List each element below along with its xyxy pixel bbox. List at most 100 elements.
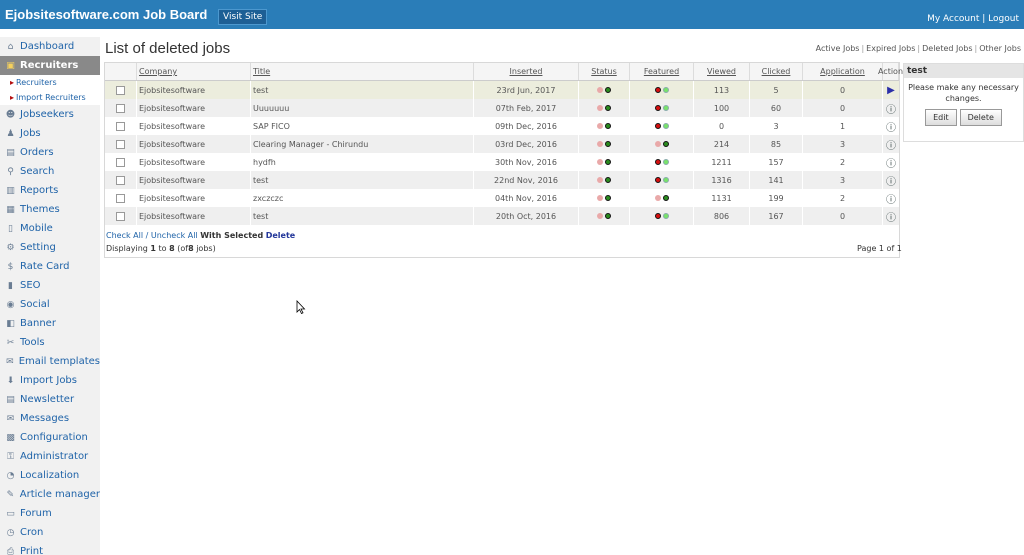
row-checkbox[interactable] <box>116 157 125 167</box>
sidebar-item-orders[interactable]: ▤ Orders <box>0 143 100 162</box>
title-cell[interactable]: SAP FICO <box>251 117 474 135</box>
featured-toggle[interactable] <box>654 194 670 203</box>
sidebar-item-jobseekers[interactable]: ☻ Jobseekers <box>0 105 100 124</box>
sidebar-item-tools[interactable]: ✂ Tools <box>0 333 100 352</box>
status-inactive-dot-icon[interactable] <box>597 122 603 129</box>
status-inactive-dot-icon[interactable] <box>597 140 603 147</box>
edit-button[interactable]: Edit <box>925 109 957 126</box>
check-all-link[interactable]: Check All <box>106 231 144 240</box>
status-toggle[interactable] <box>596 122 612 131</box>
info-icon[interactable]: ⓘ <box>886 212 896 224</box>
sidebar-item-print[interactable]: ⎙ Print <box>0 542 100 555</box>
submenu-item-import-recruiters[interactable]: Import Recruiters <box>0 90 100 105</box>
status-active-dot-icon[interactable] <box>605 194 611 201</box>
submenu-item-recruiters[interactable]: Recruiters <box>0 75 100 90</box>
featured-off-dot-icon[interactable] <box>654 122 661 129</box>
sidebar-item-mobile[interactable]: ▯ Mobile <box>0 219 100 238</box>
status-inactive-dot-icon[interactable] <box>597 194 603 201</box>
filter-link-deleted-jobs[interactable]: Deleted Jobs <box>922 44 973 53</box>
sidebar-item-social[interactable]: ◉ Social <box>0 295 100 314</box>
title-cell[interactable]: test <box>251 207 474 225</box>
info-icon[interactable]: ⓘ <box>886 158 896 170</box>
featured-on-dot-icon[interactable] <box>662 176 669 183</box>
sidebar-item-rate-card[interactable]: $ Rate Card <box>0 257 100 276</box>
sidebar-item-messages[interactable]: ✉ Messages <box>0 409 100 428</box>
status-inactive-dot-icon[interactable] <box>597 86 603 93</box>
sidebar-item-import-jobs[interactable]: ⬇ Import Jobs <box>0 371 100 390</box>
sidebar-item-email-templates[interactable]: ✉ Email templates <box>0 352 100 371</box>
title-cell[interactable]: test <box>251 171 474 189</box>
row-checkbox[interactable] <box>116 211 125 221</box>
title-cell[interactable]: Uuuuuuu <box>251 99 474 117</box>
status-active-dot-icon[interactable] <box>605 86 611 93</box>
featured-off-dot-icon[interactable] <box>654 104 661 111</box>
featured-on-dot-icon[interactable] <box>662 212 669 219</box>
status-active-dot-icon[interactable] <box>605 176 611 183</box>
sidebar-item-forum[interactable]: ▭ Forum <box>0 504 100 523</box>
status-inactive-dot-icon[interactable] <box>597 212 603 219</box>
row-checkbox[interactable] <box>116 103 125 113</box>
sidebar-item-setting[interactable]: ⚙ Setting <box>0 238 100 257</box>
featured-toggle[interactable] <box>654 86 670 95</box>
header-company[interactable]: Company <box>137 63 251 80</box>
header-title[interactable]: Title <box>251 63 474 80</box>
status-inactive-dot-icon[interactable] <box>597 158 603 165</box>
status-active-dot-icon[interactable] <box>605 122 611 129</box>
status-active-dot-icon[interactable] <box>605 158 611 165</box>
featured-off-dot-icon[interactable] <box>654 194 661 201</box>
featured-on-dot-icon[interactable] <box>662 122 669 129</box>
table-row[interactable]: Ejobsitesoftware test 22nd Nov, 2016 1316 14… <box>105 171 899 189</box>
sidebar-item-banner[interactable]: ◧ Banner <box>0 314 100 333</box>
header-clicked[interactable]: Clicked <box>750 63 803 80</box>
delete-button[interactable]: Delete <box>959 109 1002 126</box>
logout-link[interactable]: Logout <box>988 14 1019 24</box>
table-row[interactable]: Ejobsitesoftware test 20th Oct, 2016 806 167… <box>105 207 899 225</box>
sidebar-item-newsletter[interactable]: ▤ Newsletter <box>0 390 100 409</box>
featured-on-dot-icon[interactable] <box>662 158 669 165</box>
header-featured[interactable]: Featured <box>630 63 694 80</box>
featured-off-dot-icon[interactable] <box>654 212 661 219</box>
status-toggle[interactable] <box>596 104 612 113</box>
sidebar-item-search[interactable]: ⚲ Search <box>0 162 100 181</box>
featured-toggle[interactable] <box>654 122 670 131</box>
featured-on-dot-icon[interactable] <box>662 104 669 111</box>
sidebar-item-themes[interactable]: ▦ Themes <box>0 200 100 219</box>
sidebar-item-dashboard[interactable]: ⌂ Dashboard <box>0 37 100 56</box>
table-row[interactable]: Ejobsitesoftware hydfh 30th Nov, 2016 1211 1… <box>105 153 899 171</box>
sidebar-item-seo[interactable]: ▮ SEO <box>0 276 100 295</box>
featured-on-dot-icon[interactable] <box>662 86 669 93</box>
row-checkbox[interactable] <box>116 121 125 131</box>
status-toggle[interactable] <box>596 140 612 149</box>
status-inactive-dot-icon[interactable] <box>597 104 603 111</box>
title-cell[interactable]: hydfh <box>251 153 474 171</box>
status-inactive-dot-icon[interactable] <box>597 176 603 183</box>
table-row[interactable]: Ejobsitesoftware zxczczc 04th Nov, 2016 113… <box>105 189 899 207</box>
featured-off-dot-icon[interactable] <box>654 158 661 165</box>
filter-link-active-jobs[interactable]: Active Jobs <box>815 44 860 53</box>
info-icon[interactable]: ⓘ <box>886 176 896 188</box>
filter-link-other-jobs[interactable]: Other Jobs <box>979 44 1021 53</box>
sidebar-item-reports[interactable]: ▥ Reports <box>0 181 100 200</box>
sidebar-item-localization[interactable]: ◔ Localization <box>0 466 100 485</box>
sidebar-item-configuration[interactable]: ▩ Configuration <box>0 428 100 447</box>
status-toggle[interactable] <box>596 212 612 221</box>
info-icon[interactable]: ⓘ <box>886 194 896 206</box>
play-icon[interactable]: ▶ <box>887 84 895 96</box>
row-checkbox[interactable] <box>116 193 125 203</box>
filter-link-expired-jobs[interactable]: Expired Jobs <box>866 44 916 53</box>
table-row[interactable]: Ejobsitesoftware SAP FICO 09th Dec, 2016 0 3… <box>105 117 899 135</box>
table-row[interactable]: Ejobsitesoftware Clearing Manager - Chiru… <box>105 135 899 153</box>
title-cell[interactable]: zxczczc <box>251 189 474 207</box>
featured-on-dot-icon[interactable] <box>662 140 669 147</box>
info-icon[interactable]: ⓘ <box>886 140 896 152</box>
uncheck-all-link[interactable]: Uncheck All <box>150 231 198 240</box>
status-active-dot-icon[interactable] <box>605 140 611 147</box>
header-viewed[interactable]: Viewed <box>694 63 750 80</box>
title-cell[interactable]: Clearing Manager - Chirundu <box>251 135 474 153</box>
status-active-dot-icon[interactable] <box>605 212 611 219</box>
featured-off-dot-icon[interactable] <box>654 176 661 183</box>
featured-toggle[interactable] <box>654 176 670 185</box>
status-active-dot-icon[interactable] <box>605 104 611 111</box>
status-toggle[interactable] <box>596 86 612 95</box>
sidebar-item-jobs[interactable]: ♟ Jobs <box>0 124 100 143</box>
